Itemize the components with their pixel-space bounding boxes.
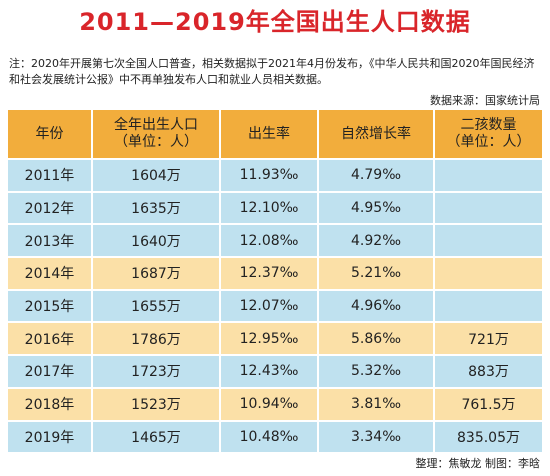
cell-birth-rate: 12.95‰ (220, 322, 319, 357)
cell-year: 2015年 (8, 289, 93, 324)
cell-year: 2014年 (8, 257, 93, 291)
cell-births: 1655万 (92, 289, 221, 324)
header-births: 全年出生人口 （单位：人） (92, 110, 221, 160)
table-row: 2016年 1786万 12.95‰ 5.86‰ 721万 (8, 322, 544, 357)
cell-natural-growth: 4.79‰ (318, 159, 435, 193)
cell-second-child: 761.5万 (434, 387, 544, 422)
table-row: 2013年 1640万 12.08‰ 4.92‰ (8, 224, 544, 259)
data-source: 数据来源：国家统计局 (430, 94, 540, 107)
cell-birth-rate: 10.94‰ (220, 387, 319, 422)
table-header-row: 年份 全年出生人口 （单位：人） 出生率 自然增长率 二孩数量 （单位：人） (8, 110, 544, 160)
cell-second-child: 835.05万 (434, 420, 544, 455)
cell-birth-rate: 12.43‰ (220, 355, 319, 389)
cell-year: 2012年 (8, 191, 93, 226)
cell-year: 2018年 (8, 387, 93, 422)
cell-birth-rate: 12.37‰ (220, 257, 319, 291)
header-year: 年份 (8, 110, 93, 160)
cell-birth-rate: 12.08‰ (220, 224, 319, 259)
cell-year: 2013年 (8, 224, 93, 259)
cell-births: 1604万 (92, 159, 221, 193)
cell-births: 1635万 (92, 191, 221, 226)
page-title: 2011—2019年全国出生人口数据 (79, 8, 471, 36)
header-birth-rate: 出生率 (220, 110, 319, 160)
header-natural-growth: 自然增长率 (318, 110, 435, 160)
table-row: 2019年 1465万 10.48‰ 3.34‰ 835.05万 (8, 420, 544, 455)
footnote: 注：2020年开展第七次全国人口普查，相关数据拟于2021年4月份发布，《中华人… (9, 57, 535, 86)
cell-birth-rate: 12.07‰ (220, 289, 319, 324)
cell-year: 2016年 (8, 322, 93, 357)
cell-natural-growth: 4.95‰ (318, 191, 435, 226)
cell-natural-growth: 3.81‰ (318, 387, 435, 422)
cell-natural-growth: 5.32‰ (318, 355, 435, 389)
cell-second-child: 883万 (434, 355, 544, 389)
cell-second-child (434, 191, 544, 226)
cell-second-child: 721万 (434, 322, 544, 357)
cell-births: 1640万 (92, 224, 221, 259)
cell-birth-rate: 11.93‰ (220, 159, 319, 193)
cell-year: 2017年 (8, 355, 93, 389)
cell-second-child (434, 159, 544, 193)
table-row: 2015年 1655万 12.07‰ 4.96‰ (8, 289, 544, 324)
cell-natural-growth: 4.96‰ (318, 289, 435, 324)
cell-birth-rate: 10.48‰ (220, 420, 319, 455)
cell-natural-growth: 3.34‰ (318, 420, 435, 455)
cell-births: 1465万 (92, 420, 221, 455)
cell-second-child (434, 257, 544, 291)
cell-second-child (434, 224, 544, 259)
cell-natural-growth: 4.92‰ (318, 224, 435, 259)
cell-second-child (434, 289, 544, 324)
header-second-child: 二孩数量 （单位：人） (434, 110, 544, 160)
table-row: 2017年 1723万 12.43‰ 5.32‰ 883万 (8, 355, 544, 389)
cell-births: 1687万 (92, 257, 221, 291)
table-row: 2018年 1523万 10.94‰ 3.81‰ 761.5万 (8, 387, 544, 422)
table-row: 2012年 1635万 12.10‰ 4.95‰ (8, 191, 544, 226)
cell-birth-rate: 12.10‰ (220, 191, 319, 226)
cell-natural-growth: 5.21‰ (318, 257, 435, 291)
table-row: 2014年 1687万 12.37‰ 5.21‰ (8, 257, 544, 291)
cell-births: 1523万 (92, 387, 221, 422)
cell-year: 2019年 (8, 420, 93, 455)
cell-births: 1723万 (92, 355, 221, 389)
cell-year: 2011年 (8, 159, 93, 193)
table-row: 2011年 1604万 11.93‰ 4.79‰ (8, 159, 544, 193)
birth-data-table: 年份 全年出生人口 （单位：人） 出生率 自然增长率 二孩数量 （单位：人） 2… (8, 110, 544, 455)
credits: 整理：焦敏龙 制图：李晗 (415, 457, 541, 470)
cell-births: 1786万 (92, 322, 221, 357)
cell-natural-growth: 5.86‰ (318, 322, 435, 357)
